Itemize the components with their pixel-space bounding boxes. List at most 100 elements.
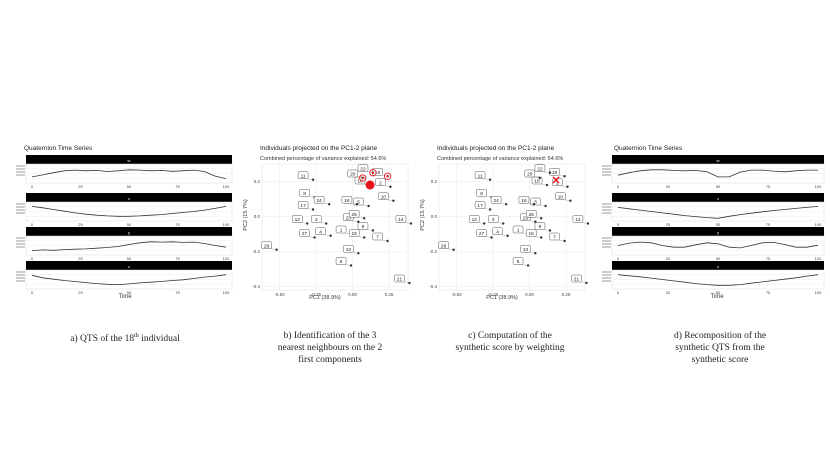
data-point-21	[408, 281, 411, 285]
point-label-box-15	[348, 229, 360, 237]
point-label-7: 7	[376, 235, 379, 241]
point-label-6: 6	[340, 259, 343, 265]
y-tick-label: -0.4	[429, 284, 437, 289]
point-label-23: 23	[523, 215, 529, 221]
point-label-box-24	[313, 196, 325, 204]
caption-a: a) QTS of the 18th individual	[20, 330, 230, 345]
y-tick-label: 0.0	[431, 214, 438, 219]
data-point-5	[367, 204, 370, 208]
point-label-box-15	[525, 229, 537, 237]
point-label-18: 18	[534, 179, 540, 185]
point-label-12: 12	[472, 217, 478, 223]
point-label-14: 14	[398, 217, 404, 223]
point-label-box-13	[343, 245, 354, 253]
panel-c-scatter: -0.50 -0.25 0.00 0.250.20.0-0.2-0.412345678…	[429, 163, 590, 297]
point-label-box-25	[348, 210, 360, 218]
point-label-21: 21	[397, 277, 403, 283]
data-point-26	[452, 248, 455, 251]
point-label-box-16	[518, 196, 530, 204]
x-tick-label: 0.25	[385, 292, 394, 297]
x-tick-label: 25	[78, 256, 83, 261]
x-tick-label: 50	[716, 256, 721, 261]
x-tick-label: 75	[175, 184, 180, 189]
panel-b-title: Individuals projected on the PC1-2 plane	[260, 145, 377, 152]
data-point-11	[488, 178, 492, 181]
x-tick-label: 25	[78, 184, 83, 189]
synthetic-cross-b	[552, 176, 560, 184]
neighbour-dot-22	[371, 171, 375, 174]
point-label-box-2	[375, 178, 386, 186]
point-label-15: 15	[352, 231, 358, 237]
point-label-9: 9	[362, 224, 365, 230]
point-label-5: 5	[534, 200, 537, 206]
point-label-6: 6	[517, 259, 520, 265]
point-label-box-24	[490, 196, 502, 204]
point-label-11: 11	[301, 173, 306, 179]
facet-strip-w	[26, 155, 232, 164]
panel-d-qts-plot: w 0 25 50 75 100 x 0 25 50 75 100 y 0 25 50 75 100 z 0 25 50 7…	[602, 155, 825, 295]
facet-label-w: w	[717, 158, 720, 163]
data-point-25	[540, 217, 543, 220]
x-tick-label: 50	[127, 256, 132, 261]
facet-label-z: z	[128, 264, 130, 269]
neighbour-dot-19	[386, 175, 389, 178]
point-label-13: 13	[346, 247, 352, 253]
plot-background	[261, 163, 409, 291]
data-point-6	[526, 264, 530, 267]
series-line-x	[31, 206, 227, 217]
point-label-box-4	[315, 227, 326, 235]
x-tick-label: 0	[617, 222, 620, 227]
point-label-box-3	[310, 215, 322, 223]
point-label-box-4	[492, 227, 503, 235]
data-point-2	[389, 185, 392, 188]
y-tick-label: -0.2	[429, 249, 437, 254]
series-line-y	[31, 241, 227, 251]
point-label-box-6	[335, 257, 347, 265]
data-point-9	[371, 229, 375, 232]
panel-a: Quaternion Time Series w 0 25 50 75 100 x 0 25 50…	[16, 145, 233, 300]
x-tick-label: 75	[175, 290, 180, 295]
x-tick-label: 100	[223, 290, 230, 295]
point-label-box-27	[299, 229, 310, 237]
data-point-10	[569, 199, 572, 202]
facet-strip-y	[26, 227, 232, 236]
data-point-10	[392, 199, 395, 202]
point-label-box-11	[474, 171, 486, 179]
data-point-26	[275, 248, 278, 251]
x-tick-label: 100	[815, 256, 822, 261]
facet-label-x: x	[128, 196, 130, 201]
data-point-4	[506, 234, 509, 237]
point-label-9: 9	[539, 224, 542, 230]
point-label-22: 22	[537, 166, 543, 172]
panel-a-title: Quaternion Time Series	[24, 145, 93, 152]
point-label-10: 10	[558, 194, 564, 200]
series-line-w	[31, 169, 227, 179]
point-label-10: 10	[381, 194, 387, 200]
point-label-22: 22	[360, 166, 366, 172]
x-tick-label: 25	[78, 222, 83, 227]
data-point-12	[306, 222, 309, 225]
x-tick-label: 100	[815, 184, 822, 189]
facet-strip-y	[612, 227, 824, 236]
data-point-18	[545, 183, 549, 187]
point-label-box-5	[353, 197, 364, 206]
panel-c-subtitle: Combined percentage of variance explaine…	[437, 156, 563, 162]
data-point-20	[538, 176, 541, 180]
neighbour-dot-20	[361, 176, 364, 180]
x-tick-label: 75	[766, 222, 771, 227]
point-label-23: 23	[346, 215, 352, 221]
caption-c-line-1: c) Computation of the	[468, 331, 552, 341]
x-tick-label: 50	[127, 290, 132, 295]
point-label-19: 19	[375, 170, 381, 176]
point-label-20: 20	[350, 172, 356, 178]
data-point-15	[540, 236, 543, 239]
x-tick-label: 0	[31, 222, 34, 227]
data-point-17	[311, 208, 315, 211]
caption-b-line-3: first components	[298, 355, 362, 365]
x-tick-label: 25	[666, 290, 671, 295]
point-label-box-26	[438, 241, 449, 249]
y-tick-label: -0.4	[252, 284, 260, 289]
caption-a-sup: th	[134, 333, 139, 339]
point-label-20: 20	[527, 172, 533, 178]
x-tick-label: 0	[617, 184, 620, 189]
